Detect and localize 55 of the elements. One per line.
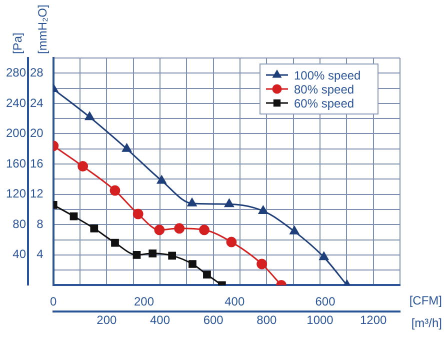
x2-axis-title: [m³/h] (411, 316, 442, 330)
point (224, 198, 234, 208)
point (199, 224, 210, 236)
point (70, 212, 78, 220)
x2-tick-label: 1200 (360, 313, 388, 328)
point (110, 185, 120, 196)
point (319, 252, 329, 260)
x-tick-label: 0 (50, 294, 58, 309)
y-tick-label: 160 (6, 156, 26, 170)
legend-label: 60% speed (294, 96, 354, 110)
legend-label: 80% speed (294, 82, 354, 96)
y2-tick-label: 20 (30, 126, 44, 140)
point (188, 260, 196, 268)
y2-axis-title: [mmH₂O] (36, 4, 50, 54)
y-tick-label: 280 (6, 65, 26, 80)
y2-tick-label: 4 (36, 247, 44, 262)
point (168, 252, 176, 260)
point (256, 258, 268, 270)
point (154, 224, 165, 236)
x2-tick-label: 600 (203, 313, 224, 328)
y-axis-title: [Pa] (10, 32, 24, 54)
point (290, 226, 300, 234)
x2-tick-label: 1000 (306, 313, 334, 328)
y-tick-label: 200 (6, 126, 26, 140)
y2-tick-label: 12 (30, 186, 44, 201)
point (187, 198, 197, 206)
point (90, 224, 98, 232)
y-tick-label: 40 (12, 247, 26, 262)
point (132, 208, 144, 220)
point (122, 144, 132, 152)
x2-tick-label: 400 (150, 313, 170, 328)
point (157, 175, 166, 184)
legend-label: 100% speed (294, 68, 361, 82)
x-tick-label: 200 (134, 294, 154, 309)
x-axis-title: [CFM] (409, 294, 442, 308)
y2-tick-label: 28 (30, 65, 44, 80)
y2-tick-label: 16 (30, 156, 44, 170)
x2-tick-label: 200 (96, 313, 118, 328)
point (258, 206, 268, 214)
point (203, 270, 211, 279)
y-tick-label: 80 (12, 216, 26, 231)
point (174, 223, 185, 234)
point (78, 161, 88, 172)
x2-tick-label: 800 (256, 313, 278, 328)
x-tick-label: 600 (315, 294, 336, 309)
y-tick-label: 120 (6, 186, 26, 201)
x-tick-label: 400 (224, 294, 245, 309)
point (148, 249, 157, 258)
point (132, 250, 141, 259)
y2-tick-label: 8 (36, 216, 44, 231)
y2-tick-label: 24 (30, 96, 44, 110)
point (111, 238, 119, 247)
y-tick-label: 240 (6, 96, 26, 110)
point (226, 236, 237, 248)
point (84, 112, 94, 120)
